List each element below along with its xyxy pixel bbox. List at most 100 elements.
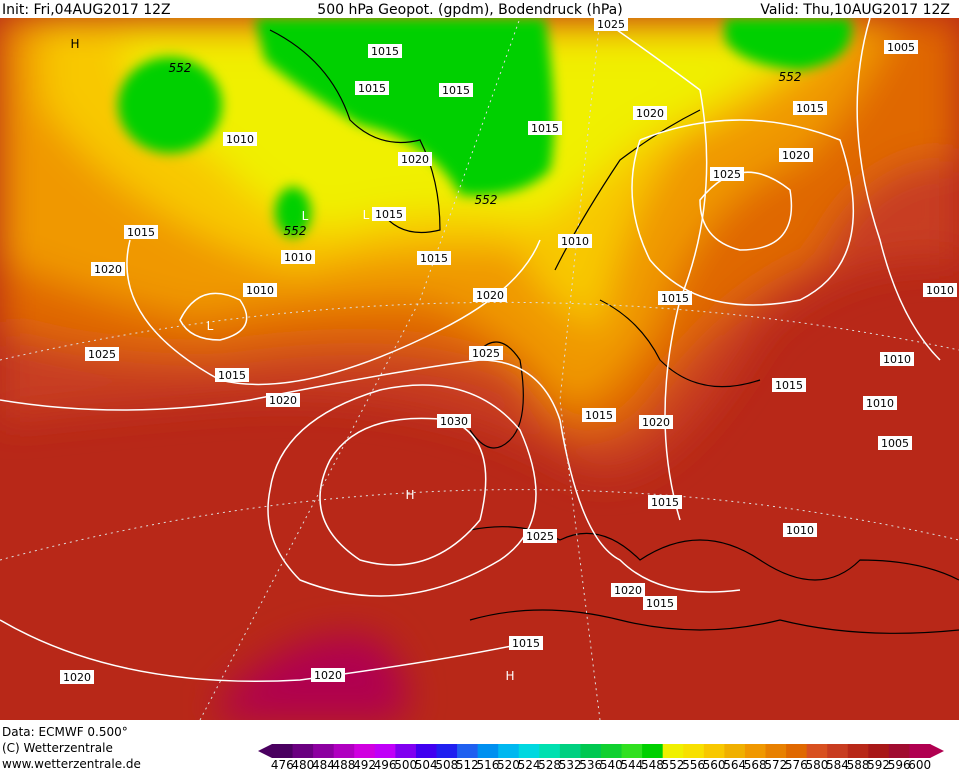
colorbar-swatch xyxy=(539,744,561,758)
colorbar-swatch xyxy=(744,744,766,758)
isobar-label-box xyxy=(215,368,249,382)
colorbar-tick-label: 552 xyxy=(662,758,685,770)
isobar-label-box xyxy=(523,529,557,543)
colorbar-swatch xyxy=(354,744,376,758)
isobar-label: 1015 xyxy=(127,226,155,239)
colorbar-arrow xyxy=(258,744,272,758)
colorbar-tick-label: 540 xyxy=(600,758,623,770)
colorbar-swatch xyxy=(313,744,335,758)
colorbar-swatch xyxy=(827,744,849,758)
isobar-label-box xyxy=(633,106,667,120)
isobar-label-box xyxy=(884,40,918,54)
isobar-label-box xyxy=(863,396,897,410)
isobar-label-box xyxy=(594,17,628,31)
colorbar-arrow xyxy=(930,744,944,758)
isobar-label: 1015 xyxy=(512,637,540,650)
colorbar-swatch xyxy=(909,744,931,758)
isobar-label-box xyxy=(437,414,471,428)
isobar-label: 1010 xyxy=(284,251,312,264)
isobar-label-box xyxy=(772,378,806,392)
isobar-label: 1020 xyxy=(401,153,429,166)
colorbar-swatch xyxy=(498,744,520,758)
colorbar-swatch xyxy=(518,744,540,758)
isobar-label-box xyxy=(878,436,912,450)
isobar-label: 1025 xyxy=(88,348,116,361)
colorbar-tick-label: 600 xyxy=(908,758,931,770)
colorbar-tick-label: 556 xyxy=(682,758,705,770)
pressure-center: L xyxy=(363,208,370,222)
colorbar-tick-label: 480 xyxy=(291,758,314,770)
isobar-label-box xyxy=(124,225,158,239)
colorbar-tick-label: 496 xyxy=(374,758,397,770)
isobar-label: 1030 xyxy=(440,415,468,428)
isobar-label: 1015 xyxy=(420,252,448,265)
colorbar-tick-label: 544 xyxy=(620,758,643,770)
isobar-label-box xyxy=(417,251,451,265)
isobar-label: 1010 xyxy=(926,284,954,297)
footer-line: (C) Wetterzentrale xyxy=(2,741,113,755)
isobar-label: 1015 xyxy=(651,496,679,509)
isobar-label-box xyxy=(469,346,503,360)
isobar-label-box xyxy=(355,81,389,95)
colorbar-tick-label: 492 xyxy=(353,758,376,770)
colorbar-swatch xyxy=(374,744,396,758)
pressure-center: L xyxy=(207,319,214,333)
colorbar-swatch xyxy=(436,744,458,758)
colorbar-tick-label: 580 xyxy=(805,758,828,770)
colorbar-tick-label: 592 xyxy=(867,758,890,770)
isobar-label: 1010 xyxy=(786,524,814,537)
colorbar-swatch xyxy=(662,744,684,758)
isobar-label: 1010 xyxy=(866,397,894,410)
pressure-center: H xyxy=(505,669,514,683)
colorbar-swatch xyxy=(765,744,787,758)
isobar-label-box xyxy=(643,596,677,610)
isobar-label: 1015 xyxy=(531,122,559,135)
isobar-label-box xyxy=(509,636,543,650)
colorbar-swatch xyxy=(621,744,643,758)
map-labels: 1025 1005 1015 1015 1015 1015 1020 1015 1010 1020… xyxy=(60,17,957,684)
isobar-label-box xyxy=(311,668,345,682)
isobar-label-box xyxy=(923,283,957,297)
isobar-label: 1015 xyxy=(646,597,674,610)
isobar-label: 1020 xyxy=(614,584,642,597)
isobar-label-box xyxy=(880,352,914,366)
colorbar-tick-label: 508 xyxy=(435,758,458,770)
height-label: 552 xyxy=(284,224,307,238)
isobar-label: 1025 xyxy=(713,168,741,181)
isobar-label-box xyxy=(368,44,402,58)
colorbar-tick-label: 560 xyxy=(703,758,726,770)
height-label: 552 xyxy=(779,70,802,84)
isobar-label: 1015 xyxy=(661,292,689,305)
graticule xyxy=(0,17,959,721)
colorbar-swatch xyxy=(292,744,314,758)
isobar-label: 1020 xyxy=(782,149,810,162)
colorbar-swatch xyxy=(642,744,664,758)
colorbar-swatch xyxy=(868,744,890,758)
isobar-label-box xyxy=(648,495,682,509)
isobar-label: 1025 xyxy=(597,18,625,31)
isobar-label: 1020 xyxy=(269,394,297,407)
colorbar-swatch xyxy=(806,744,828,758)
colorbar-tick-label: 524 xyxy=(518,758,541,770)
colorbar-swatch xyxy=(724,744,746,758)
isobar-label-box xyxy=(582,408,616,422)
colorbar-tick-label: 512 xyxy=(456,758,479,770)
isobar-label: 1005 xyxy=(887,41,915,54)
isobar-label-box xyxy=(473,288,507,302)
isobar-label: 1020 xyxy=(63,671,91,684)
isobar-label: 1015 xyxy=(375,208,403,221)
valid-label: Valid: Thu,10AUG2017 12Z xyxy=(760,2,950,18)
isobar-label-box xyxy=(779,148,813,162)
colorbar-tick-label: 504 xyxy=(415,758,438,770)
isobar-label-box xyxy=(558,234,592,248)
isobar-label: 1010 xyxy=(561,235,589,248)
height-label: 552 xyxy=(169,61,192,75)
isobar-label: 1025 xyxy=(472,347,500,360)
pressure-center: H xyxy=(405,488,414,502)
isobar-label-box xyxy=(439,83,473,97)
colorbar-swatch xyxy=(559,744,581,758)
isobar-label: 1020 xyxy=(476,289,504,302)
colorbar-swatch xyxy=(457,744,479,758)
isobar-label: 1010 xyxy=(246,284,274,297)
